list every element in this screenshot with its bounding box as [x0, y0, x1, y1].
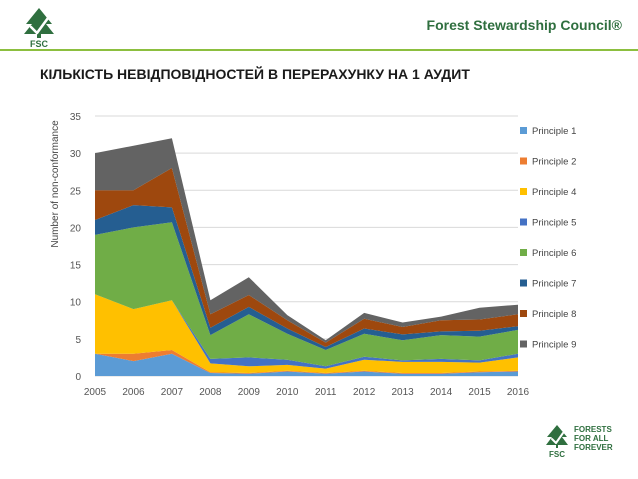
x-tick-label: 2013 — [392, 387, 415, 398]
fff-logo-line-1: FORESTS — [574, 425, 612, 434]
y-tick-label: 5 — [75, 335, 81, 346]
x-tick-label: 2009 — [238, 387, 261, 398]
fsc-logo-text: FSC — [30, 39, 49, 48]
area-series-principle-6 — [95, 222, 518, 367]
legend: Principle 1 Principle 2 Principle 4 Princip… — [520, 126, 576, 351]
series-areas — [95, 138, 518, 376]
x-tick-label: 2015 — [468, 387, 491, 398]
area-series-principle-4 — [95, 294, 518, 373]
x-tick-label: 2012 — [353, 387, 376, 398]
x-tick-label: 2016 — [507, 387, 530, 398]
legend-label: Principle 7 — [532, 279, 576, 290]
legend-swatch — [520, 340, 527, 348]
x-tick-label: 2011 — [315, 387, 337, 398]
x-tick-label: 2007 — [161, 387, 184, 398]
page-title: КІЛЬКІСТЬ НЕВІДПОВІДНОСТЕЙ В ПЕРЕРАХУНКУ… — [40, 66, 470, 82]
brand-title: Forest Stewardship Council® — [426, 17, 622, 33]
area-series-principle-9 — [95, 138, 518, 343]
legend-swatch — [520, 279, 527, 287]
y-tick-label: 25 — [70, 186, 82, 197]
header-divider — [0, 49, 638, 51]
fsc-tree-check-icon: FSC — [24, 8, 54, 49]
y-tick-label: 35 — [70, 112, 82, 123]
area-series-principle-7 — [95, 205, 518, 350]
x-tick-label: 2010 — [276, 387, 299, 398]
fsc-tree-icon: FSC FORESTS FOR ALL FOREVER — [546, 425, 613, 459]
forests-for-all-forever-logo: FSC FORESTS FOR ALL FOREVER — [544, 421, 624, 469]
x-tick-label: 2008 — [199, 387, 222, 398]
legend-label: Principle 5 — [532, 218, 576, 229]
area-series-principle-2 — [95, 350, 518, 374]
y-tick-label: 15 — [70, 261, 82, 272]
y-tick-label: 0 — [75, 372, 81, 383]
legend-label: Principle 2 — [532, 157, 576, 168]
x-tick-label: 2005 — [84, 387, 107, 398]
legend-label: Principle 4 — [532, 187, 576, 198]
area-series-principle-5 — [95, 294, 518, 369]
axes: 0 5 10 15 20 25 30 35 2005 2006 2007 2008 2009 2010 20… — [70, 112, 530, 398]
y-tick-label: 20 — [70, 223, 82, 234]
legend-swatch — [520, 188, 527, 195]
legend-label: Principle 8 — [532, 309, 576, 320]
fsc-logo: FSC — [20, 6, 58, 49]
y-axis-title: Number of non-conformance — [50, 120, 61, 248]
legend-swatch — [520, 157, 527, 165]
legend-swatch — [520, 249, 527, 256]
area-series-principle-1 — [95, 353, 518, 376]
fff-logo-line-3: FOREVER — [574, 443, 613, 452]
y-tick-label: 30 — [70, 149, 82, 160]
legend-swatch — [520, 310, 527, 317]
legend-label: Principle 6 — [532, 248, 576, 259]
area-series-principle-8 — [95, 168, 518, 347]
legend-label: Principle 9 — [532, 340, 576, 351]
stacked-area-chart: 0 5 10 15 20 25 30 35 2005 2006 2007 2008 2009 2010 20… — [50, 112, 576, 398]
legend-swatch — [520, 218, 527, 226]
x-tick-label: 2014 — [430, 387, 453, 398]
fff-logo-line-2: FOR ALL — [574, 434, 608, 443]
legend-label: Principle 1 — [532, 126, 576, 137]
legend-swatch — [520, 127, 527, 134]
y-tick-label: 10 — [70, 298, 82, 309]
fff-logo-mark: FSC — [549, 450, 565, 459]
x-tick-label: 2006 — [122, 387, 145, 398]
